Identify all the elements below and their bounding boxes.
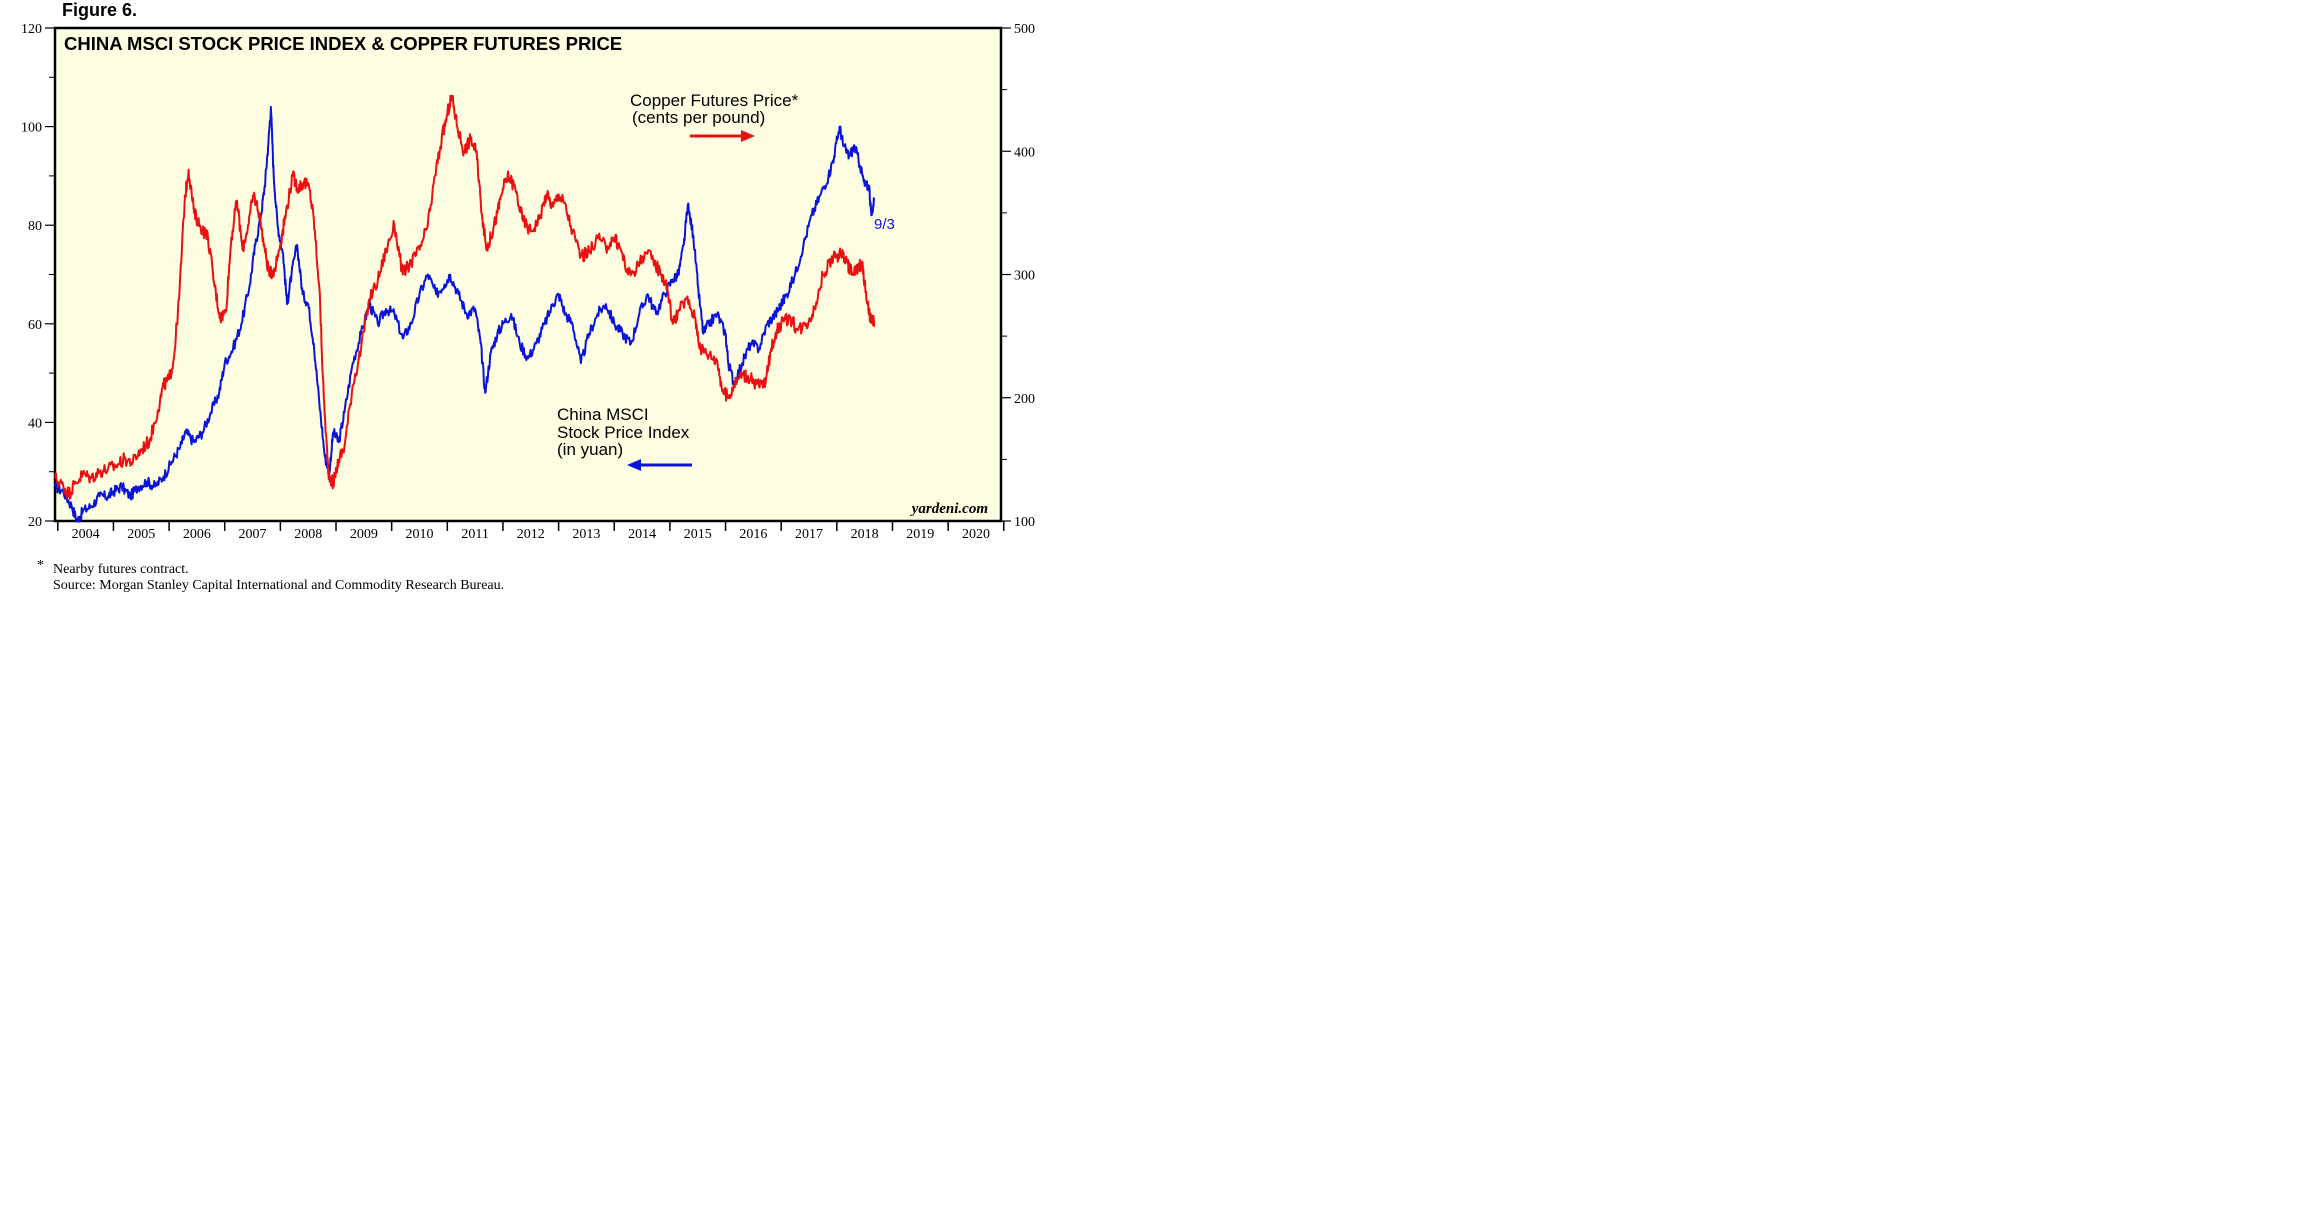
x-tick-label: 2011 [461,527,488,542]
x-tick-label: 2010 [405,527,433,542]
china-label-line-2: Stock Price Index [557,423,690,442]
x-axis: 2004 2005 2006 2007 2008 2009 2010 2011 2012 2013… [57,521,1005,542]
footnote-text: Nearby futures contract. [53,562,189,577]
copper-arrow-right [690,130,755,142]
source-text: Source: Morgan Stanley Capital Internati… [53,578,504,593]
left-y-axis: 20 40 60 80 100 120 [21,22,55,530]
x-tick-label: 2017 [795,527,823,542]
right-tick-label: 200 [1014,392,1035,407]
x-tick-label: 2004 [72,527,100,542]
china-label-line-3: (in yuan) [557,440,623,459]
x-tick-label: 2006 [183,527,211,542]
x-tick-label: 2013 [572,527,600,542]
left-tick-label: 60 [28,318,42,333]
figure-label: Figure 6. [62,0,137,20]
chart-title: CHINA MSCI STOCK PRICE INDEX & COPPER FU… [64,33,622,54]
left-tick-label: 20 [28,515,42,530]
left-tick-label: 100 [21,121,42,136]
x-tick-label: 2015 [684,527,712,542]
plot-area [53,26,1003,523]
left-tick-label: 40 [28,416,42,431]
china-arrow-left [627,459,692,471]
x-tick-label: 2012 [517,527,545,542]
x-tick-label: 2007 [239,527,267,542]
x-tick-label: 2020 [962,527,990,542]
right-tick-label: 400 [1014,145,1035,160]
right-tick-label: 100 [1014,515,1035,530]
right-tick-label: 500 [1014,22,1035,37]
right-tick-label: 300 [1014,269,1035,284]
x-tick-label: 2009 [350,527,378,542]
copper-label-line-2: (cents per pound) [632,108,765,127]
left-tick-label: 120 [21,22,42,37]
x-tick-label: 2019 [906,527,934,542]
end-date-label: 9/3 [874,216,895,233]
right-y-axis: 100 200 300 400 500 [1001,22,1035,530]
x-tick-label: 2016 [739,527,767,542]
x-tick-label: 2018 [851,527,879,542]
footnote-marker: * [37,558,44,573]
watermark: yardeni.com [910,501,988,517]
china-label-line-1: China MSCI [557,405,649,424]
left-tick-label: 80 [28,219,42,234]
x-tick-label: 2014 [628,527,656,542]
x-tick-label: 2005 [127,527,155,542]
china-msci-line [54,105,876,523]
copper-futures-line [54,94,876,500]
series-layer [54,94,876,523]
copper-label-line-1: Copper Futures Price* [630,91,799,110]
x-tick-label: 2008 [294,527,322,542]
